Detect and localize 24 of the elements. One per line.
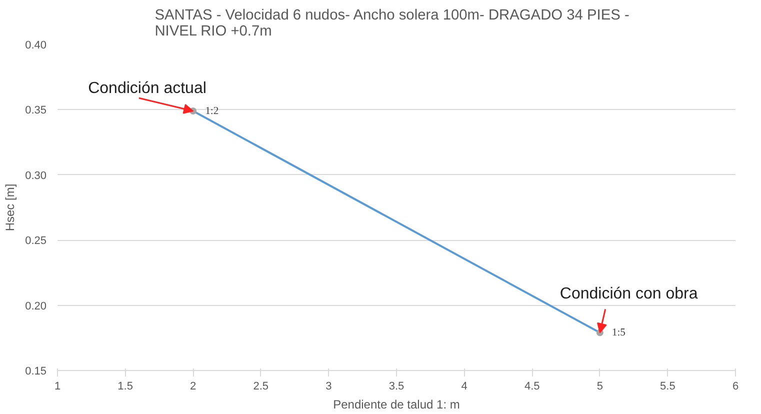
y-tick-label: 0.20	[25, 300, 47, 312]
y-tick-label: 0.35	[25, 104, 47, 117]
x-tick-label: 5	[596, 380, 603, 392]
x-tick-label: 4.5	[524, 380, 540, 392]
y-axis-title: Hsec [m]	[3, 184, 18, 232]
x-tick-label: 3	[326, 380, 332, 392]
data-label: 1:2	[205, 106, 219, 118]
x-tick-label: 2.5	[253, 380, 269, 392]
y-tick-label: 0.25	[25, 235, 47, 248]
x-tick-label: 2	[190, 380, 196, 392]
annotation: Condición con obra	[560, 286, 698, 303]
x-tick-label: 4	[461, 380, 468, 392]
x-tick-label: 6	[732, 380, 739, 392]
chart-title: SANTAS - Velocidad 6 nudos- Ancho solera 100m- DRAGADO 34 PIES - NIVEL RIO +0.7m	[154, 8, 630, 40]
x-axis-title: Pendiente de talud 1: m	[333, 398, 460, 412]
x-tick-label: 1	[54, 380, 61, 392]
y-tick-label: 0.30	[25, 170, 47, 182]
x-tick-label: 5.5	[660, 380, 676, 392]
y-tick-label: 0.40	[25, 40, 47, 52]
y-tick-label: 0.15	[25, 366, 47, 378]
annotation: Condición actual	[88, 80, 206, 98]
x-tick-label: 3.5	[388, 380, 404, 392]
x-tick-label: 1.5	[118, 380, 133, 392]
data-label: 1:5	[612, 328, 626, 339]
